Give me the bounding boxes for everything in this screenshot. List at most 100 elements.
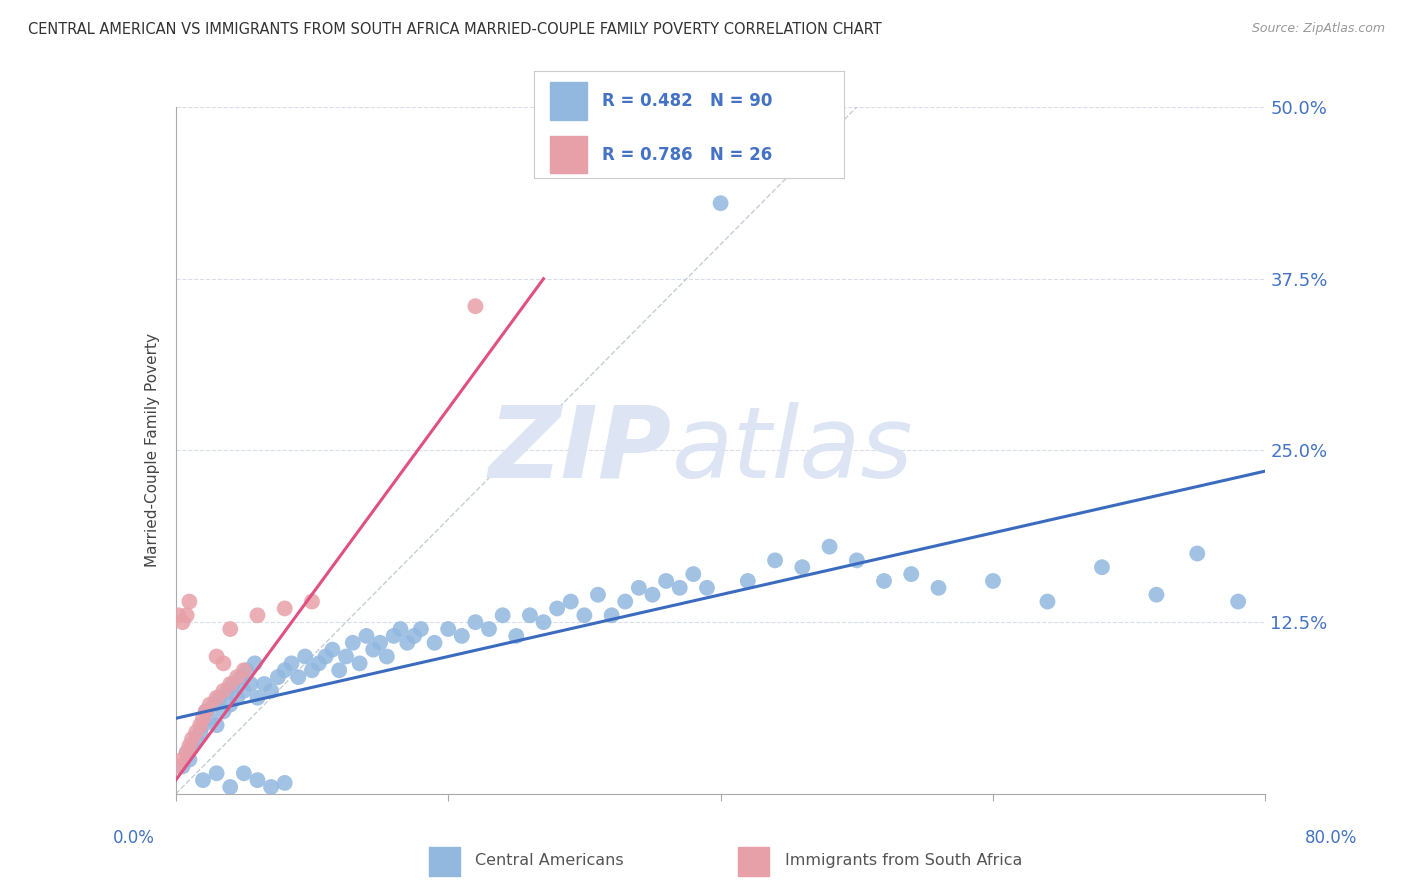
Point xyxy=(710,196,733,211)
Point xyxy=(194,705,217,719)
Point xyxy=(574,608,596,623)
Point xyxy=(167,608,190,623)
Point xyxy=(235,663,257,677)
Point xyxy=(191,773,214,788)
Point xyxy=(253,677,276,691)
Point xyxy=(172,753,194,767)
Point xyxy=(172,615,194,630)
Point xyxy=(260,683,283,698)
Point xyxy=(342,636,364,650)
Point xyxy=(301,663,323,677)
Point xyxy=(423,636,446,650)
FancyBboxPatch shape xyxy=(550,136,586,173)
Point xyxy=(186,725,208,739)
Point xyxy=(1144,588,1167,602)
Point xyxy=(217,683,239,698)
Point xyxy=(267,670,290,684)
Point xyxy=(294,649,316,664)
Text: Immigrants from South Africa: Immigrants from South Africa xyxy=(785,854,1022,868)
Point xyxy=(737,574,759,588)
Point xyxy=(198,698,221,712)
Point xyxy=(981,574,1004,588)
Point xyxy=(321,642,343,657)
Point xyxy=(205,766,228,780)
Point xyxy=(219,780,242,794)
Point xyxy=(274,601,297,615)
Point xyxy=(389,622,412,636)
Point xyxy=(586,588,609,602)
Point xyxy=(194,705,217,719)
Point xyxy=(308,657,330,671)
Point xyxy=(191,711,214,725)
Point xyxy=(492,608,515,623)
Point xyxy=(818,540,841,554)
Point xyxy=(361,642,384,657)
Point xyxy=(188,725,211,739)
Point xyxy=(464,299,486,313)
Point xyxy=(208,690,231,705)
Point xyxy=(533,615,555,630)
Point xyxy=(186,731,208,746)
Point xyxy=(274,663,297,677)
Point xyxy=(198,711,221,725)
Point xyxy=(212,683,235,698)
Point xyxy=(301,594,323,608)
Point xyxy=(239,677,262,691)
Point xyxy=(641,588,664,602)
Point xyxy=(191,718,214,732)
Point xyxy=(382,629,405,643)
Point xyxy=(176,746,198,760)
Point xyxy=(260,780,283,794)
Point xyxy=(682,567,704,582)
Text: CENTRAL AMERICAN VS IMMIGRANTS FROM SOUTH AFRICA MARRIED-COUPLE FAMILY POVERTY C: CENTRAL AMERICAN VS IMMIGRANTS FROM SOUT… xyxy=(28,22,882,37)
Point xyxy=(478,622,501,636)
Point xyxy=(181,731,204,746)
Point xyxy=(396,636,419,650)
Point xyxy=(219,698,242,712)
Point xyxy=(696,581,718,595)
Point xyxy=(627,581,650,595)
Point xyxy=(900,567,922,582)
Point xyxy=(181,739,204,753)
Point xyxy=(335,649,357,664)
Point xyxy=(222,677,245,691)
Point xyxy=(792,560,814,574)
Point xyxy=(274,776,297,790)
Point xyxy=(188,718,211,732)
Point xyxy=(179,753,201,767)
Text: 0.0%: 0.0% xyxy=(112,829,155,847)
Point xyxy=(845,553,868,567)
Point xyxy=(246,773,269,788)
Point xyxy=(763,553,786,567)
Point xyxy=(1187,546,1209,561)
Point xyxy=(655,574,678,588)
Point xyxy=(226,670,249,684)
Point xyxy=(212,657,235,671)
Point xyxy=(226,690,249,705)
Point xyxy=(668,581,690,595)
Text: Central Americans: Central Americans xyxy=(475,854,624,868)
Point xyxy=(232,663,254,677)
Point xyxy=(176,746,198,760)
Point xyxy=(356,629,378,643)
Text: R = 0.786   N = 26: R = 0.786 N = 26 xyxy=(602,146,772,164)
FancyBboxPatch shape xyxy=(550,82,586,120)
Point xyxy=(928,581,950,595)
Point xyxy=(1091,560,1114,574)
Point xyxy=(349,657,371,671)
Point xyxy=(246,608,269,623)
Point xyxy=(1227,594,1250,608)
Y-axis label: Married-Couple Family Poverty: Married-Couple Family Poverty xyxy=(145,334,160,567)
Point xyxy=(375,649,398,664)
Point xyxy=(205,718,228,732)
Point xyxy=(205,690,228,705)
Point xyxy=(600,608,623,623)
Point xyxy=(179,739,201,753)
Point xyxy=(167,759,190,773)
Text: ZIP: ZIP xyxy=(488,402,672,499)
Point xyxy=(404,629,426,643)
Point xyxy=(873,574,896,588)
Point xyxy=(172,759,194,773)
Point xyxy=(176,608,198,623)
Point xyxy=(464,615,486,630)
